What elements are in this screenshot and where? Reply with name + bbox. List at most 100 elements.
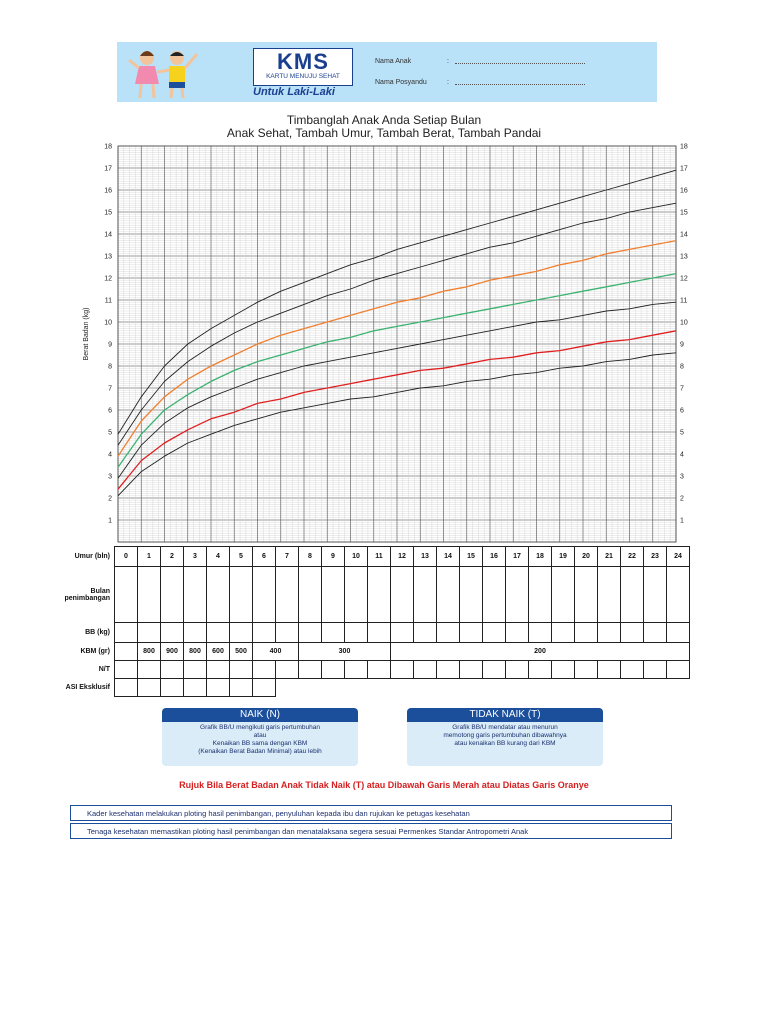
weighing-cell[interactable] xyxy=(206,566,230,623)
weighing-cell[interactable] xyxy=(413,566,437,623)
weighing-cell[interactable] xyxy=(574,566,598,623)
weight-row: BB (kg) xyxy=(52,622,690,643)
weight-cell[interactable] xyxy=(321,622,345,643)
month-cell: 18 xyxy=(528,546,552,567)
weight-cell[interactable] xyxy=(206,622,230,643)
weight-cell[interactable] xyxy=(137,622,161,643)
weight-cell[interactable] xyxy=(620,622,644,643)
asi-cell[interactable] xyxy=(114,678,138,697)
nt-cell[interactable] xyxy=(528,660,552,679)
weight-cell[interactable] xyxy=(252,622,276,643)
nt-cell[interactable] xyxy=(229,660,253,679)
nt-cell[interactable] xyxy=(574,660,598,679)
weight-cell[interactable] xyxy=(298,622,322,643)
nt-cell[interactable] xyxy=(436,660,460,679)
weighing-cell[interactable] xyxy=(367,566,391,623)
nt-cell[interactable] xyxy=(551,660,575,679)
nt-row: N/T xyxy=(52,660,690,679)
weighing-cell[interactable] xyxy=(114,566,138,623)
asi-cell[interactable] xyxy=(252,678,276,697)
weighing-cell[interactable] xyxy=(390,566,414,623)
weighing-cell[interactable] xyxy=(666,566,690,623)
weight-cell[interactable] xyxy=(436,622,460,643)
child-name-separator: : xyxy=(447,58,449,65)
weight-cell[interactable] xyxy=(643,622,667,643)
age-row-label: Umur (bln) xyxy=(74,553,110,560)
weight-cell[interactable] xyxy=(160,622,184,643)
chart-title-line1: Timbanglah Anak Anda Setiap Bulan xyxy=(286,113,482,127)
kbm-cell-empty xyxy=(114,642,138,661)
weighing-cell[interactable] xyxy=(528,566,552,623)
nt-cell[interactable] xyxy=(643,660,667,679)
nt-cell[interactable] xyxy=(413,660,437,679)
weighing-cell[interactable] xyxy=(482,566,506,623)
weighing-cell[interactable] xyxy=(344,566,368,623)
month-cell: 13 xyxy=(413,546,437,567)
weighing-cell[interactable] xyxy=(321,566,345,623)
posyandu-name-separator: : xyxy=(447,79,449,86)
weighing-cell[interactable] xyxy=(436,566,460,623)
month-cell: 17 xyxy=(505,546,529,567)
weighing-cell[interactable] xyxy=(229,566,253,623)
nt-cell[interactable] xyxy=(482,660,506,679)
asi-cell[interactable] xyxy=(137,678,161,697)
weighing-cell[interactable] xyxy=(643,566,667,623)
asi-cell[interactable] xyxy=(229,678,253,697)
weight-cell[interactable] xyxy=(574,622,598,643)
asi-cell[interactable] xyxy=(160,678,184,697)
weighing-cell[interactable] xyxy=(620,566,644,623)
weighing-cell[interactable] xyxy=(183,566,207,623)
children-illustration-icon xyxy=(128,51,199,99)
weighing-cell[interactable] xyxy=(459,566,483,623)
month-cell: 5 xyxy=(229,546,253,567)
nt-cell[interactable] xyxy=(137,660,161,679)
weight-cell[interactable] xyxy=(666,622,690,643)
y-tick-label-left: 14 xyxy=(104,232,112,239)
weight-cell[interactable] xyxy=(505,622,529,643)
y-tick-label-left: 2 xyxy=(108,496,112,503)
y-tick-label-right: 16 xyxy=(680,188,688,195)
weight-cell[interactable] xyxy=(114,622,138,643)
kbm-cell: 200 xyxy=(390,642,690,661)
nt-cell[interactable] xyxy=(620,660,644,679)
nt-cell[interactable] xyxy=(505,660,529,679)
nt-cell[interactable] xyxy=(206,660,230,679)
asi-cell[interactable] xyxy=(206,678,230,697)
nt-cell[interactable] xyxy=(114,660,138,679)
weight-cell[interactable] xyxy=(597,622,621,643)
nt-cell[interactable] xyxy=(367,660,391,679)
weight-cell[interactable] xyxy=(459,622,483,643)
weight-cell[interactable] xyxy=(344,622,368,643)
weight-row-label: BB (kg) xyxy=(85,629,110,636)
nt-cell[interactable] xyxy=(252,660,276,679)
weight-cell[interactable] xyxy=(390,622,414,643)
weight-cell[interactable] xyxy=(528,622,552,643)
weighing-cell[interactable] xyxy=(137,566,161,623)
nt-cell[interactable] xyxy=(275,660,299,679)
weighing-cell[interactable] xyxy=(252,566,276,623)
weighing-cell[interactable] xyxy=(551,566,575,623)
nt-cell[interactable] xyxy=(459,660,483,679)
weight-cell[interactable] xyxy=(413,622,437,643)
weight-cell[interactable] xyxy=(275,622,299,643)
nt-cell[interactable] xyxy=(597,660,621,679)
weight-cell[interactable] xyxy=(482,622,506,643)
nt-cell[interactable] xyxy=(298,660,322,679)
nt-cell[interactable] xyxy=(390,660,414,679)
weighing-cell[interactable] xyxy=(505,566,529,623)
nt-cell[interactable] xyxy=(666,660,690,679)
weight-cell[interactable] xyxy=(551,622,575,643)
weighing-cell[interactable] xyxy=(298,566,322,623)
asi-cell[interactable] xyxy=(183,678,207,697)
weight-cell[interactable] xyxy=(229,622,253,643)
nt-cell[interactable] xyxy=(321,660,345,679)
nt-cell[interactable] xyxy=(160,660,184,679)
weight-cell[interactable] xyxy=(367,622,391,643)
weighing-cell[interactable] xyxy=(160,566,184,623)
weighing-cell[interactable] xyxy=(275,566,299,623)
nt-cell[interactable] xyxy=(344,660,368,679)
weight-cell[interactable] xyxy=(183,622,207,643)
weighing-cell[interactable] xyxy=(597,566,621,623)
nt-cell[interactable] xyxy=(183,660,207,679)
